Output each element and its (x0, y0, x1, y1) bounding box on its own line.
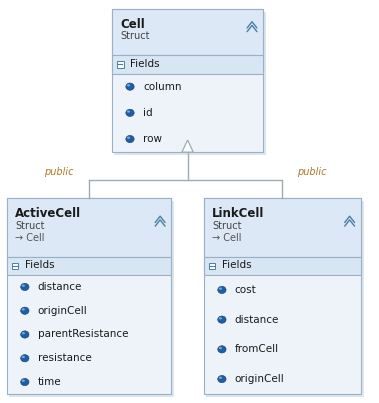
Text: column: column (143, 82, 182, 91)
Ellipse shape (218, 346, 226, 353)
Text: id: id (143, 108, 152, 118)
Ellipse shape (219, 347, 222, 349)
Ellipse shape (127, 84, 130, 87)
Ellipse shape (22, 356, 25, 358)
Text: Struct: Struct (212, 221, 241, 231)
Text: time: time (38, 377, 61, 387)
FancyBboxPatch shape (114, 12, 266, 155)
Ellipse shape (126, 135, 134, 143)
Ellipse shape (22, 285, 25, 287)
Text: ActiveCell: ActiveCell (15, 207, 81, 220)
Ellipse shape (219, 287, 222, 290)
Text: parentResistance: parentResistance (38, 330, 128, 339)
Text: Fields: Fields (25, 260, 55, 270)
Text: Struct: Struct (120, 31, 150, 41)
Text: distance: distance (38, 282, 82, 292)
FancyBboxPatch shape (204, 257, 361, 275)
Bar (208, 263, 215, 269)
Ellipse shape (127, 110, 130, 113)
Text: public: public (44, 167, 74, 177)
Ellipse shape (126, 83, 134, 90)
Ellipse shape (218, 376, 226, 383)
FancyBboxPatch shape (6, 257, 171, 275)
Bar (117, 61, 124, 68)
FancyBboxPatch shape (206, 201, 364, 397)
Polygon shape (182, 140, 193, 152)
Ellipse shape (22, 380, 25, 382)
FancyBboxPatch shape (112, 55, 263, 73)
Text: Fields: Fields (130, 58, 160, 69)
FancyBboxPatch shape (204, 198, 361, 394)
Text: Struct: Struct (15, 221, 44, 231)
Ellipse shape (20, 331, 29, 338)
Text: → Cell: → Cell (212, 233, 241, 243)
Ellipse shape (20, 355, 29, 362)
FancyBboxPatch shape (112, 9, 263, 152)
Ellipse shape (22, 308, 25, 311)
FancyBboxPatch shape (6, 198, 171, 257)
Ellipse shape (218, 316, 226, 323)
Ellipse shape (126, 109, 134, 116)
FancyBboxPatch shape (9, 201, 174, 397)
Text: public: public (298, 167, 327, 177)
Text: Fields: Fields (222, 260, 252, 270)
Ellipse shape (20, 307, 29, 314)
Text: → Cell: → Cell (15, 233, 44, 243)
Ellipse shape (20, 378, 29, 386)
Ellipse shape (218, 286, 226, 293)
Ellipse shape (219, 317, 222, 320)
Ellipse shape (20, 283, 29, 291)
Text: originCell: originCell (38, 306, 88, 316)
Ellipse shape (127, 137, 130, 139)
FancyBboxPatch shape (6, 198, 171, 394)
Bar (11, 263, 18, 269)
FancyBboxPatch shape (204, 198, 361, 257)
Text: distance: distance (235, 315, 279, 325)
Text: originCell: originCell (235, 374, 285, 384)
Text: resistance: resistance (38, 353, 91, 363)
Ellipse shape (219, 377, 222, 379)
Text: row: row (143, 134, 162, 144)
Ellipse shape (22, 332, 25, 334)
FancyBboxPatch shape (112, 9, 263, 55)
Text: fromCell: fromCell (235, 344, 279, 354)
Text: cost: cost (235, 285, 257, 295)
Text: LinkCell: LinkCell (212, 207, 265, 220)
Text: Cell: Cell (120, 18, 145, 31)
